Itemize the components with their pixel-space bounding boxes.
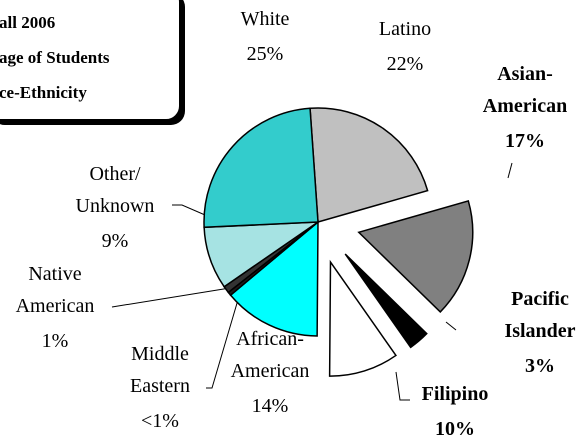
category-label: Other/Unknown (76, 163, 155, 217)
slice-label: Latino 22% (379, 18, 431, 75)
pie-slice (229, 220, 319, 337)
category-label: White (241, 8, 290, 30)
slice-label: Asian- American 17% (483, 63, 567, 152)
slice-label: Middle Eastern <1% (130, 343, 190, 432)
leader-line (395, 371, 410, 401)
category-line: Unknown (76, 195, 155, 217)
title-line: all 2006 (0, 13, 55, 32)
category-label: Pacific Islander (504, 288, 575, 342)
value-label: 25% (247, 43, 284, 65)
pie-slice (309, 107, 429, 223)
value-label: 14% (252, 395, 289, 417)
value-label: 17% (505, 130, 545, 152)
category-line: Eastern (130, 375, 190, 397)
slice-label: Pacific Islander 3% (504, 288, 575, 377)
slice-label: Native American 1% (16, 263, 95, 352)
category-line: Pacific (511, 288, 569, 310)
category-line: Asian- (497, 63, 553, 85)
category-label: Asian- American (483, 63, 567, 117)
category-label: African- American (231, 328, 310, 382)
value-label: 3% (525, 355, 555, 377)
value-label: 1% (42, 330, 69, 352)
leader-line (507, 162, 513, 179)
slice-label: White 25% (241, 8, 290, 65)
slices (203, 107, 474, 377)
slice-label: Filipino 10% (422, 383, 489, 440)
title-line: age of Students (0, 48, 110, 67)
category-line: White (241, 8, 290, 30)
category-line: Middle (131, 343, 189, 365)
value-label: 9% (102, 230, 129, 252)
leader-line (172, 204, 213, 219)
category-line: American (231, 360, 310, 382)
value-label: <1% (141, 410, 179, 432)
value-label: 22% (387, 53, 424, 75)
category-line: American (16, 295, 95, 317)
leader-line (445, 321, 457, 331)
pie-slice (203, 107, 319, 229)
leader-line (111, 286, 237, 308)
category-line: Filipino (422, 383, 489, 405)
category-line: African- (236, 328, 304, 350)
slice-label: African- American 14% (231, 328, 310, 417)
slice-label: Other/Unknown 9% (76, 163, 155, 252)
value-label: 10% (435, 418, 475, 440)
category-line: Other/ (89, 163, 141, 185)
category-line: Latino (379, 18, 431, 40)
category-line: Native (28, 263, 81, 285)
leader-lines (111, 162, 513, 401)
category-line: Islander (504, 320, 575, 342)
category-line: American (483, 95, 567, 117)
category-label: Latino (379, 18, 431, 40)
title-line: ce-Ethnicity (0, 83, 87, 102)
pie-slice (344, 253, 428, 349)
category-label: Middle Eastern (130, 343, 190, 397)
category-label: Native American (16, 263, 95, 317)
category-label: Filipino (422, 383, 489, 405)
leader-line (206, 292, 241, 389)
pie-slice (357, 199, 474, 314)
title-box (0, 0, 181, 121)
pie-slice (328, 259, 397, 377)
